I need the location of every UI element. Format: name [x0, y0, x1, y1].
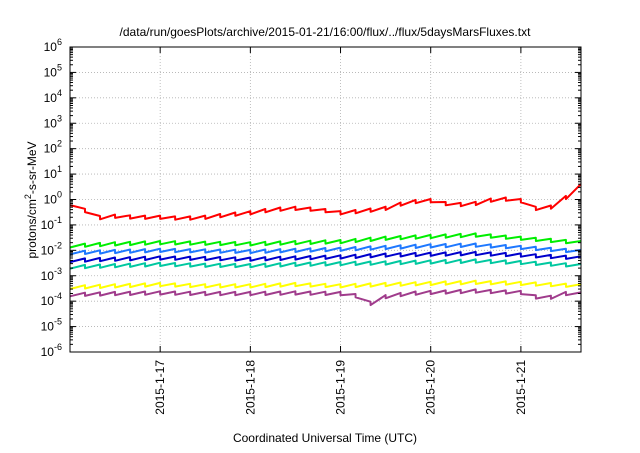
x-tick-label: 2015-1-21	[514, 360, 528, 415]
series-line	[69, 242, 582, 256]
series-line	[69, 258, 582, 270]
series-line	[69, 183, 582, 221]
series-line	[69, 250, 582, 264]
y-tick-label: 10-4	[41, 291, 62, 308]
y-tick-label: 10-5	[41, 317, 62, 334]
x-tick-label: 2015-1-20	[424, 360, 438, 415]
series-line	[69, 232, 582, 249]
y-tick-label: 105	[44, 62, 62, 79]
y-tick-label: 10-3	[41, 266, 62, 283]
y-tick-label: 103	[44, 113, 62, 130]
y-tick-label: 10-2	[41, 240, 62, 257]
y-tick-label: 106	[44, 37, 62, 54]
x-axis-label: Coordinated Universal Time (UTC)	[233, 431, 417, 445]
chart-title: /data/run/goesPlots/archive/2015-01-21/1…	[120, 25, 532, 39]
y-axis-label: protons/cm2-s-sr-MeV	[23, 141, 39, 258]
axes: 10-6 10-5 10-4 10-3 10-2 10-1 100 101 102 103 104 1…	[41, 37, 581, 415]
series-line	[69, 279, 582, 290]
y-axis-label-main: protons/cm	[25, 199, 39, 258]
y-tick-label: 102	[44, 139, 62, 156]
series-lines	[69, 183, 582, 307]
series-line	[69, 288, 582, 307]
y-tick-label: 104	[44, 88, 62, 105]
x-tick-label: 2015-1-17	[153, 360, 167, 415]
y-tick-label: 10-1	[41, 215, 62, 232]
y-tick-label: 100	[44, 190, 62, 207]
x-tick-label: 2015-1-19	[334, 360, 348, 415]
y-tick-label: 10-6	[41, 342, 62, 359]
grid-lines	[70, 47, 581, 352]
y-axis-label-tail: -s-sr-MeV	[25, 141, 39, 194]
x-tick-label: 2015-1-18	[243, 360, 257, 415]
y-axis-label-superscript: 2	[23, 194, 33, 199]
y-tick-label: 101	[44, 164, 62, 181]
